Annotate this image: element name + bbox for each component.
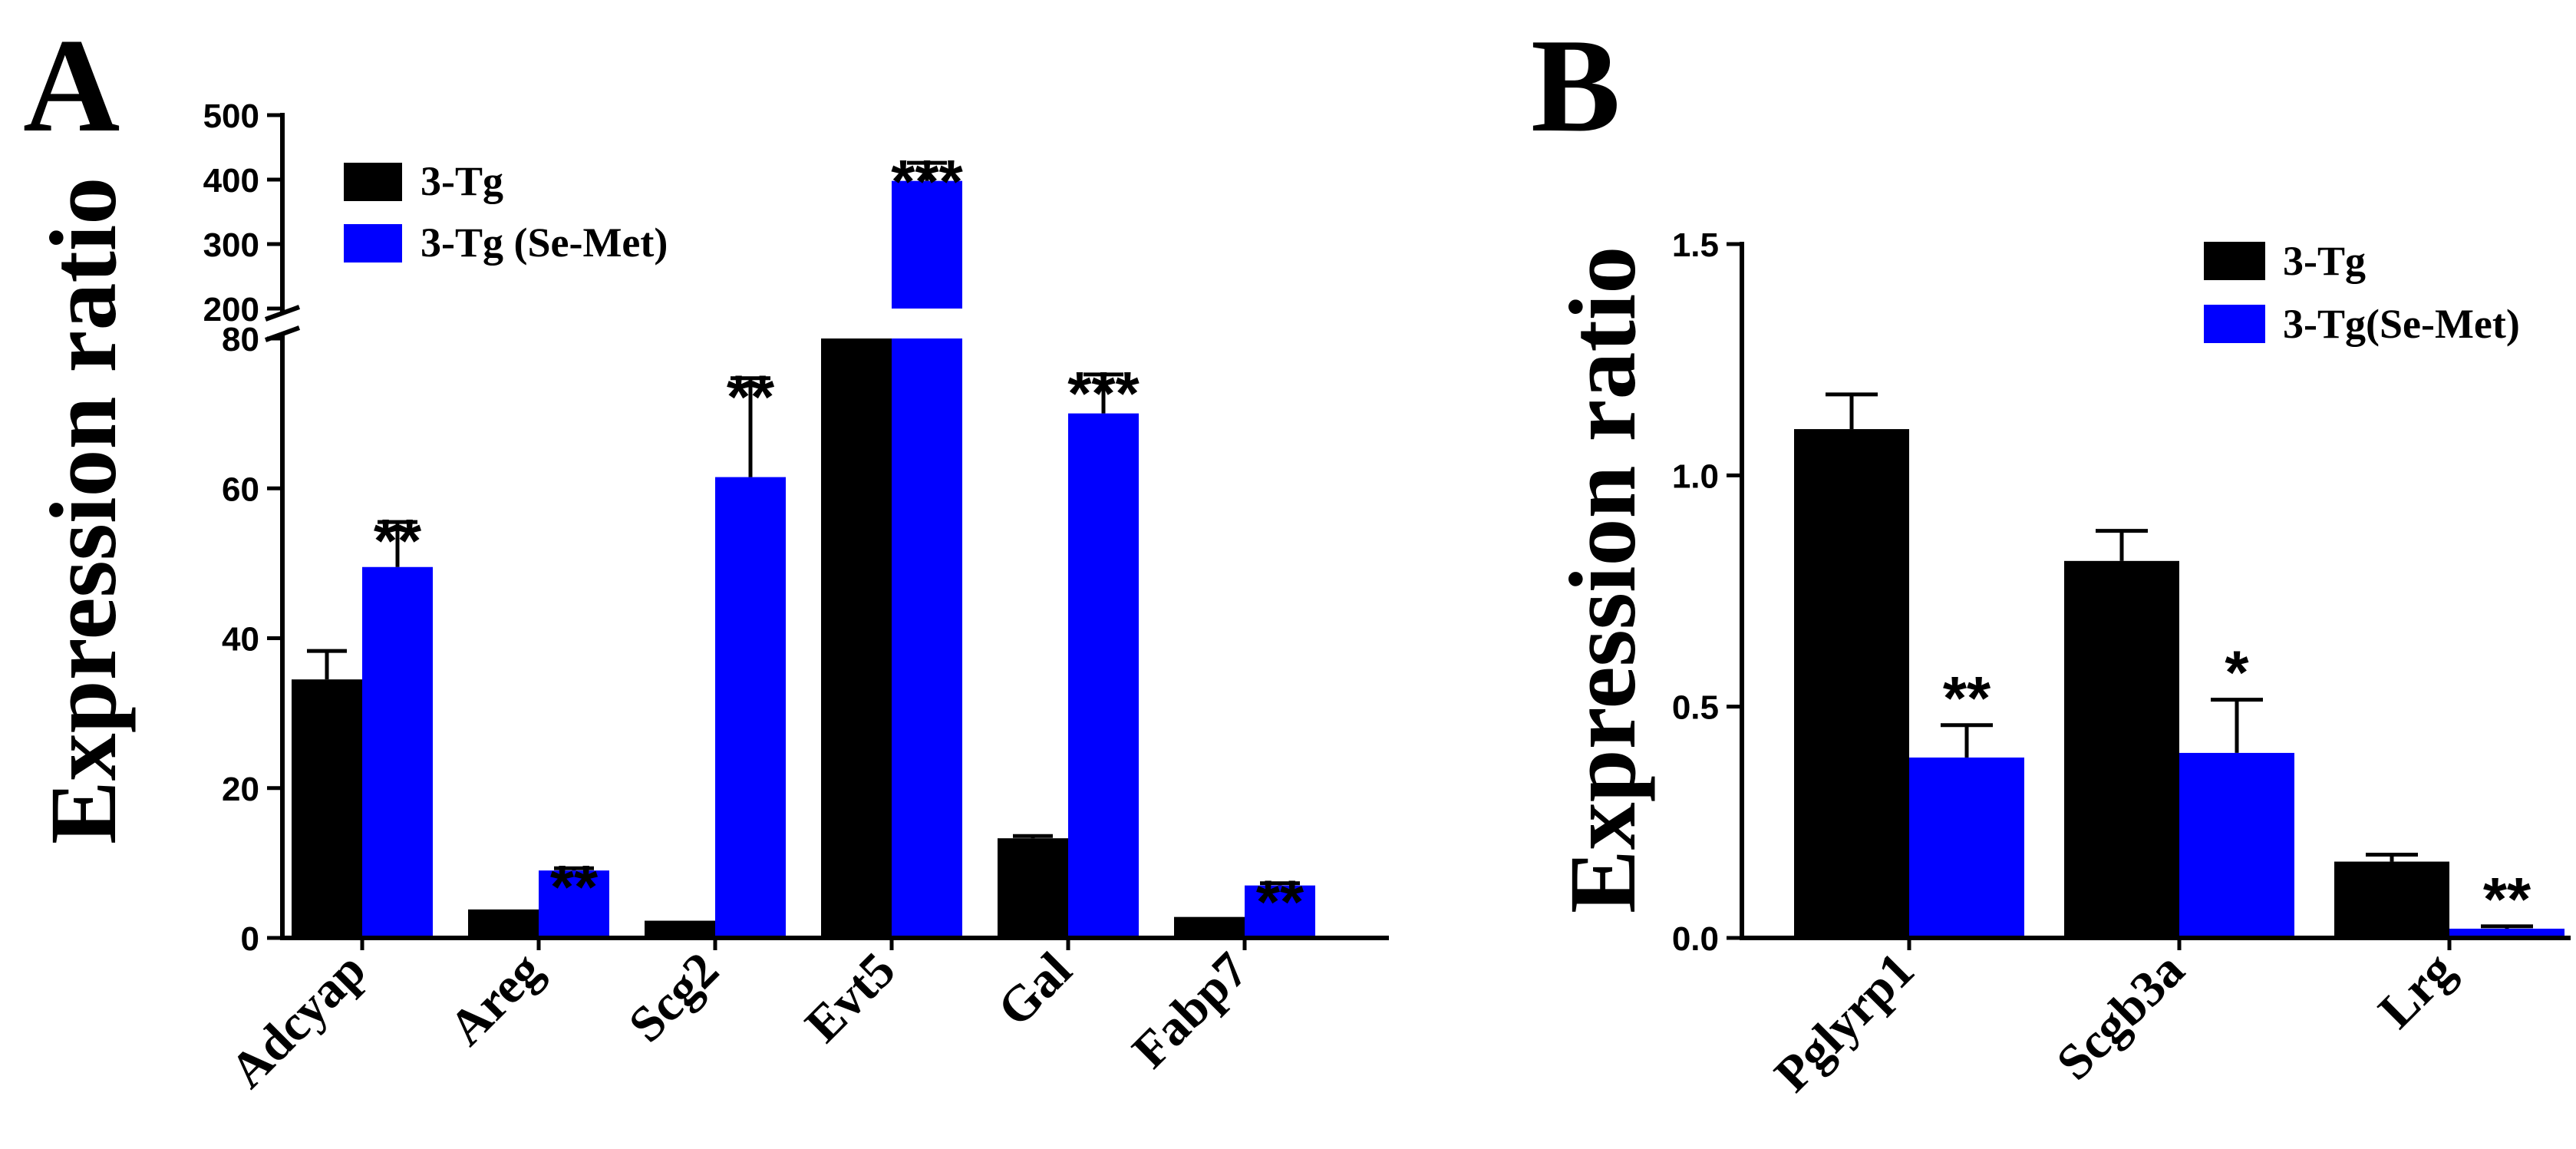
x-tick-label-b-pglyrp1: Pglyrp1 (1764, 942, 1925, 1103)
significance-a-adcyap: ** (374, 507, 422, 575)
panel-a: A Expression ratio 3-Tg 3-Tg (Se-Met) **… (23, 11, 1389, 1099)
panel-a-legend-label-se-met: 3-Tg (Se-Met) (421, 220, 668, 266)
significance-b-scgb3a: * (2225, 639, 2249, 707)
bar-a-gal-control (998, 838, 1068, 938)
panel-a-legend-swatch-se-met (344, 224, 402, 262)
y-tick-label-b-0.5: 0.5 (1672, 689, 1719, 727)
y-tick-label-a-400: 400 (203, 162, 259, 200)
panel-a-plot: **Adcyap**Areg**Scg2***Evt5***Gal**Fabp7… (203, 97, 1389, 1099)
significance-a-gal: *** (1067, 359, 1140, 428)
panel-b-letter: B (1531, 11, 1621, 160)
significance-a-scg2: ** (727, 363, 775, 431)
significance-a-fabp7: ** (1256, 868, 1304, 936)
panel-b-legend-label-se-met: 3-Tg(Se-Met) (2283, 301, 2520, 347)
bar-a-evt5-control (821, 338, 892, 938)
y-tick-label-a-300: 300 (203, 226, 259, 264)
bar-b-pglyrp1-control (1794, 429, 1909, 938)
x-tick-label-a-evt5: Evt5 (795, 942, 906, 1053)
panel-a-y-axis-label: Expression ratio (31, 177, 136, 844)
axis-break-mark-a-top (264, 305, 301, 322)
significance-a-areg: ** (550, 853, 599, 921)
significance-a-evt5: *** (891, 147, 963, 216)
panel-b-legend-label-3-tg: 3-Tg (2283, 238, 2366, 284)
panel-a-legend: 3-Tg 3-Tg (Se-Met) (344, 158, 668, 266)
bar-a-adcyap-se-met (362, 566, 433, 938)
bar-a-areg-control (468, 909, 539, 938)
panel-b-y-axis-label: Expression ratio (1550, 246, 1655, 913)
bar-a-areg-se-met (539, 870, 609, 938)
x-tick-label-a-gal: Gal (987, 942, 1082, 1037)
bar-a-gal-se-met (1068, 413, 1139, 938)
significance-b-lrg: ** (2483, 865, 2531, 933)
y-tick-label-b-1.0: 1.0 (1672, 457, 1719, 495)
x-tick-label-a-fabp7: Fabp7 (1122, 942, 1259, 1079)
significance-b-pglyrp1: ** (1943, 664, 1991, 732)
bar-a-fabp7-control (1174, 916, 1245, 938)
panel-a-legend-swatch-3-tg (344, 163, 402, 201)
panel-a-legend-label-3-tg: 3-Tg (421, 158, 503, 204)
y-tick-label-a-80: 80 (222, 321, 259, 358)
y-tick-label-a-0: 0 (241, 920, 259, 958)
bar-b-lrg-control (2334, 861, 2449, 938)
x-tick-label-b-scgb3a: Scgb3a (2046, 942, 2195, 1091)
y-tick-label-a-40: 40 (222, 621, 259, 659)
y-tick-label-a-500: 500 (203, 97, 259, 135)
bar-a-evt5-se-met-upper (892, 180, 962, 309)
y-tick-label-a-60: 60 (222, 470, 259, 508)
x-tick-label-b-lrg: Lrg (2368, 942, 2466, 1039)
bar-a-adcyap-control (292, 679, 362, 938)
panel-b-legend-swatch-3-tg (2204, 242, 2265, 280)
panel-a-letter: A (23, 11, 120, 160)
bar-a-evt5-se-met (892, 338, 962, 938)
bar-b-scgb3a-se-met (2179, 752, 2294, 938)
panel-b-legend: 3-Tg 3-Tg(Se-Met) (2204, 238, 2520, 347)
x-tick-label-a-adcyap: Adcyap (219, 942, 377, 1099)
bar-b-lrg-se-met (2449, 928, 2564, 938)
bar-b-scgb3a-control (2064, 560, 2179, 938)
bar-a-scg2-se-met (715, 477, 786, 938)
bar-b-pglyrp1-se-met (1909, 757, 2024, 938)
y-tick-label-b-1.5: 1.5 (1672, 226, 1719, 264)
x-tick-label-a-areg: Areg (438, 942, 552, 1056)
bar-a-fabp7-se-met (1245, 885, 1315, 938)
panel-b: B Expression ratio 3-Tg 3-Tg(Se-Met) ** P… (1531, 11, 2571, 1103)
bar-a-scg2-control (645, 920, 715, 938)
x-tick-label-a-scg2: Scg2 (618, 942, 730, 1053)
panel-b-legend-swatch-se-met (2204, 305, 2265, 343)
y-tick-label-a-20: 20 (222, 771, 259, 808)
y-tick-label-b-0.0: 0.0 (1672, 920, 1719, 958)
y-tick-label-a-200: 200 (203, 291, 259, 329)
